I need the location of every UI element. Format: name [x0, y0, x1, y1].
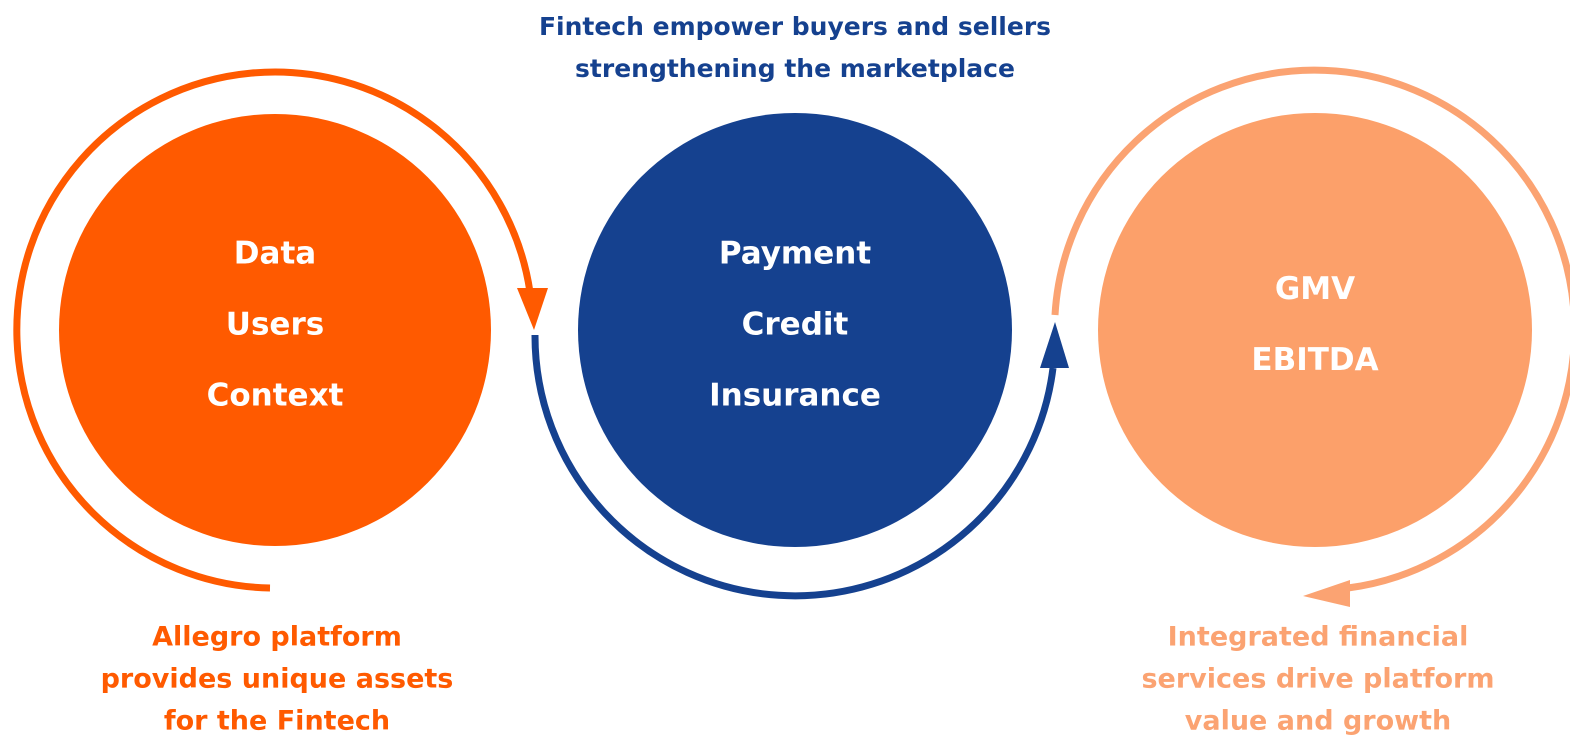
- fintech-circle: [578, 113, 1012, 547]
- circle-item: EBITDA: [1251, 342, 1378, 378]
- top-caption-line: strengthening the marketplace: [575, 54, 1015, 83]
- left-caption-line: provides unique assets: [101, 664, 454, 695]
- circle-item: Credit: [742, 307, 849, 343]
- blue-arc: [531, 334, 1057, 600]
- blue-arrowhead: [1040, 322, 1069, 368]
- right-caption-line: services drive platform: [1141, 664, 1494, 695]
- orange-arc: [13, 68, 534, 592]
- peach-arrowhead: [1303, 580, 1350, 607]
- left-caption-line: Allegro platform: [152, 622, 402, 653]
- right-caption-line: value and growth: [1185, 706, 1451, 737]
- circle-item: Payment: [719, 236, 871, 272]
- peach-arc: [1051, 66, 1570, 592]
- left-caption-line: for the Fintech: [164, 706, 390, 737]
- orange-arrowhead: [517, 288, 548, 330]
- right-caption-line: Integrated financial: [1168, 622, 1469, 653]
- circle-item: Context: [207, 378, 344, 414]
- top-caption-line: Fintech empower buyers and sellers: [539, 12, 1051, 41]
- circle-item: GMV: [1275, 271, 1355, 307]
- circle-item: Data: [234, 236, 316, 272]
- growth-circle: [1098, 113, 1532, 547]
- circle-item: Insurance: [709, 378, 881, 414]
- assets-circle: [59, 114, 491, 546]
- circle-item: Users: [226, 307, 324, 343]
